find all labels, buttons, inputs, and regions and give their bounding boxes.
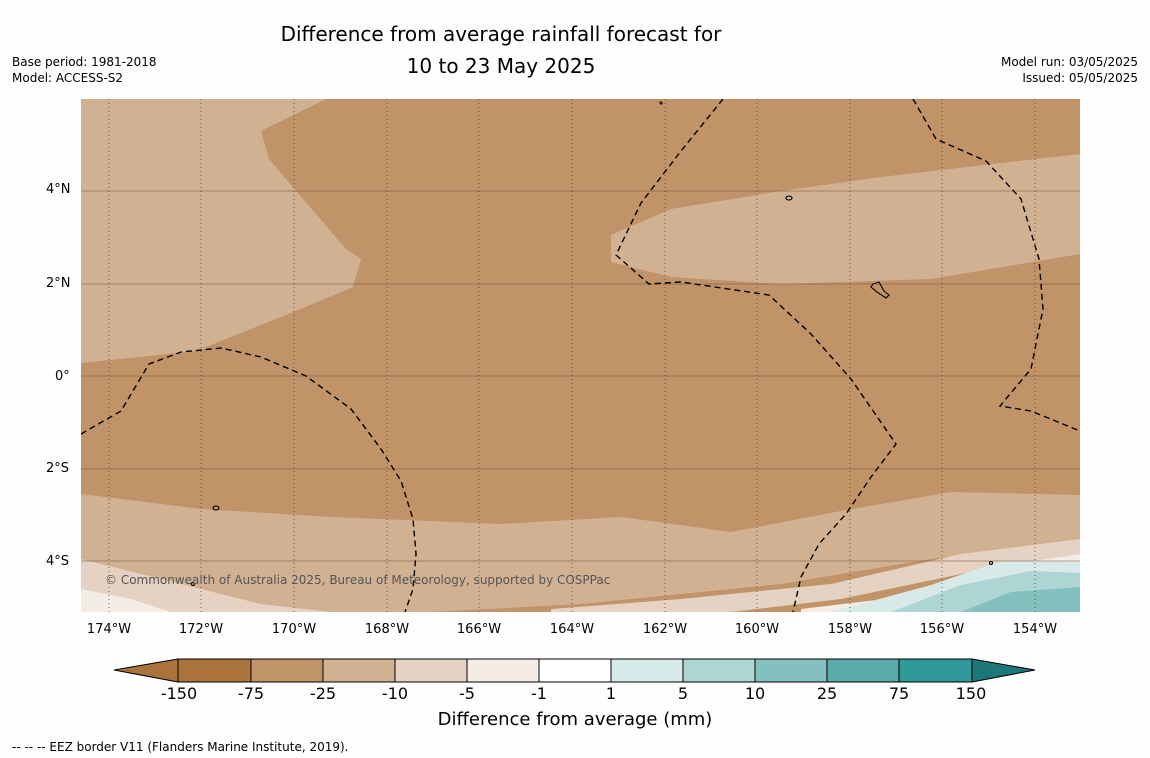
run-info: Model run: 03/05/2025 Issued: 05/05/2025 xyxy=(1001,54,1138,86)
meridian-lines xyxy=(108,99,1036,612)
light-west-region xyxy=(81,99,361,363)
model-name: Model: ACCESS-S2 xyxy=(12,71,124,85)
colorbar-wet-extension xyxy=(971,658,1036,683)
lon-label-174W: 174°W xyxy=(86,622,132,637)
colorbar-segment-9 xyxy=(754,658,828,683)
colorbar-segment-11 xyxy=(898,658,973,683)
wet-anomaly-medium xyxy=(961,587,1080,612)
colorbar-tick-5: 5 xyxy=(677,684,689,703)
base-period: Base period: 1981-2018 xyxy=(12,55,157,69)
lon-label-172W: 172°W xyxy=(178,622,224,637)
lon-label-158W: 158°W xyxy=(827,622,873,637)
title-line-2: 10 to 23 May 2025 xyxy=(406,54,596,78)
map-canvas xyxy=(81,99,1080,612)
copyright-credit: © Commonwealth of Australia 2025, Bureau… xyxy=(105,573,611,587)
colorbar-tick-minus1: -1 xyxy=(531,684,547,703)
parallel-lines xyxy=(81,190,1080,562)
title-line-1: Difference from average rainfall forecas… xyxy=(280,22,722,46)
colorbar-tick-minus75: -75 xyxy=(237,684,265,703)
light-central-band xyxy=(611,154,1080,284)
colorbar-tick-10: 10 xyxy=(744,684,766,703)
colorbar-segment-4 xyxy=(394,658,468,683)
lat-label-equator: 0° xyxy=(55,369,70,384)
lon-label-164W: 164°W xyxy=(549,622,595,637)
island-4 xyxy=(190,581,196,587)
eez-borders xyxy=(81,99,1080,612)
lon-label-162W: 162°W xyxy=(642,622,688,637)
colorbar-segment-6 xyxy=(538,658,612,683)
colorbar-segment-2 xyxy=(250,658,324,683)
colorbar-title: Difference from average (mm) xyxy=(437,709,713,730)
island-5 xyxy=(659,101,663,105)
lon-label-170W: 170°W xyxy=(271,622,317,637)
colorbar-segment-1 xyxy=(177,658,252,683)
colorbar-segment-5 xyxy=(466,658,540,683)
chart-title: Difference from average rainfall forecas… xyxy=(148,18,854,82)
colorbar-tick-75: 75 xyxy=(888,684,910,703)
colorbar-segment-3 xyxy=(322,658,396,683)
lat-label-4N: 4°N xyxy=(46,182,71,197)
pale-south-region xyxy=(81,539,1080,612)
colorbar-tick-minus10: -10 xyxy=(381,684,409,703)
colorbar-dry-extension xyxy=(114,658,179,683)
lon-label-160W: 160°W xyxy=(734,622,780,637)
colorbar-tick-150: 150 xyxy=(955,684,987,703)
lat-label-2S: 2°S xyxy=(46,461,70,476)
rainfall-map xyxy=(81,99,1080,612)
colorbar-segment-8 xyxy=(682,658,756,683)
lon-label-166W: 166°W xyxy=(456,622,502,637)
colorbar-tick-25: 25 xyxy=(816,684,838,703)
colorbar-tick-1: 1 xyxy=(605,684,617,703)
colorbar-tick-minus25: -25 xyxy=(309,684,337,703)
model-run-date: Model run: 03/05/2025 xyxy=(1000,55,1138,69)
lat-label-4S: 4°S xyxy=(46,554,70,569)
colorbar-tick-minus150: -150 xyxy=(160,684,198,703)
lon-label-168W: 168°W xyxy=(364,622,410,637)
lon-label-156W: 156°W xyxy=(919,622,965,637)
island-2 xyxy=(870,281,890,299)
colorbar-segment-10 xyxy=(826,658,900,683)
islands xyxy=(190,101,994,587)
lat-label-2N: 2°N xyxy=(46,276,71,291)
island-6 xyxy=(988,560,994,566)
lon-label-154W: 154°W xyxy=(1012,622,1058,637)
issued-date: Issued: 05/05/2025 xyxy=(1022,71,1138,85)
island-1 xyxy=(785,195,793,201)
light-south-band xyxy=(81,492,1080,612)
island-3 xyxy=(212,505,220,511)
colorbar-tick-minus5: -5 xyxy=(459,684,475,703)
model-info: Base period: 1981-2018 Model: ACCESS-S2 xyxy=(12,54,157,86)
colorbar-segment-7 xyxy=(610,658,684,683)
eez-footnote: -- -- -- EEZ border V11 (Flanders Marine… xyxy=(12,740,349,754)
rainfall-colorbar xyxy=(114,658,1036,683)
